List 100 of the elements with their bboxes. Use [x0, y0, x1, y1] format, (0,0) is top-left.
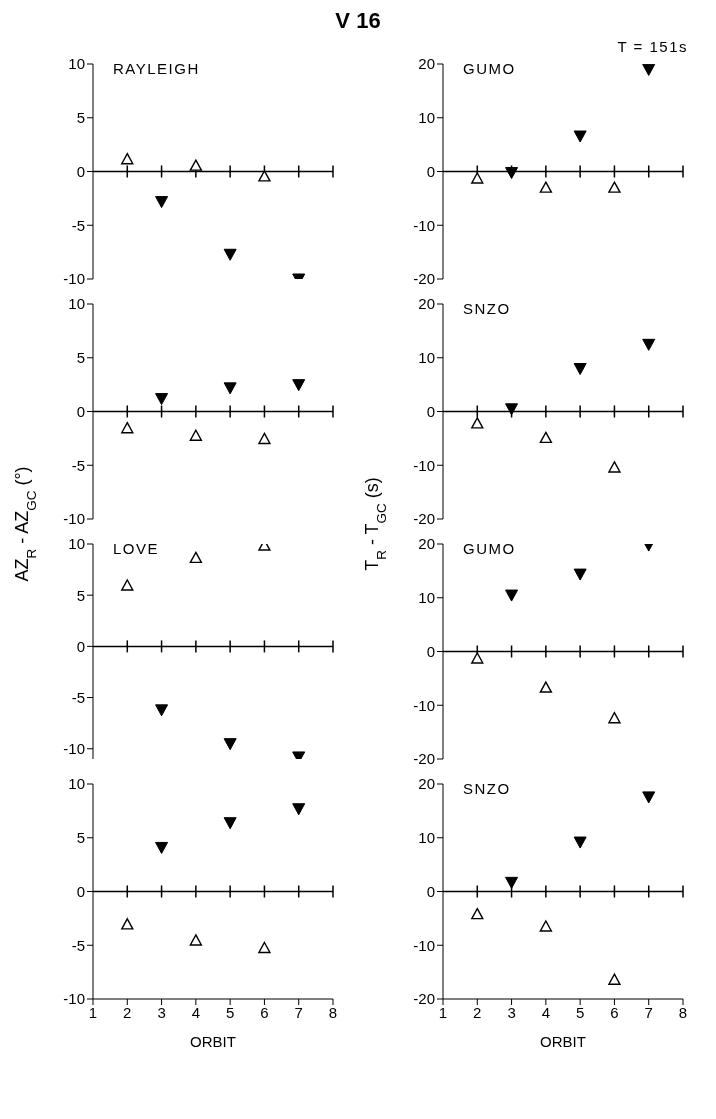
y-tick-label: -20 — [413, 750, 435, 768]
y-tick-label: -20 — [413, 510, 435, 528]
text: T = 151s — [617, 38, 688, 55]
point — [155, 841, 169, 854]
y-tick-label: 10 — [68, 295, 85, 313]
point — [642, 791, 656, 804]
x-tick-label: 1 — [438, 1003, 448, 1021]
y-tick-label: 10 — [418, 109, 435, 127]
point — [223, 817, 237, 830]
point — [608, 181, 621, 193]
x-tick-label: 8 — [678, 1003, 688, 1021]
y-tick-label: -5 — [71, 216, 85, 234]
annotation: LOVE — [113, 540, 160, 557]
y-tick-label: 20 — [418, 775, 435, 793]
annotation: RAYLEIGH — [113, 60, 200, 77]
point — [189, 159, 203, 171]
chart-title: V 16 — [335, 8, 381, 33]
y-tick-label: -10 — [413, 456, 435, 474]
x-tick-label: 4 — [541, 1003, 551, 1021]
x-tick-label: 2 — [123, 1003, 132, 1021]
point — [608, 461, 621, 473]
y-tick-label: 5 — [76, 109, 85, 127]
point — [258, 941, 271, 954]
y-tick-label: 0 — [426, 162, 435, 180]
y-tick-label: -10 — [413, 216, 435, 234]
x-tick-label: 5 — [575, 1003, 585, 1021]
x-tick-label: 3 — [157, 1003, 166, 1021]
x-tick-label: 1 — [88, 1003, 98, 1021]
y-tick-label: 10 — [418, 589, 435, 607]
point — [573, 130, 587, 143]
y-tick-label: 20 — [418, 55, 435, 73]
x-tick-label: 4 — [191, 1003, 201, 1021]
y-tick-label: -5 — [71, 456, 85, 474]
x-tick-label: 6 — [610, 1003, 619, 1021]
annotation: SNZO — [463, 300, 511, 317]
point — [539, 920, 553, 932]
x-tick-label: 2 — [473, 1003, 482, 1021]
annotation: GUMO — [463, 60, 516, 77]
y-tick-label: -20 — [413, 270, 435, 288]
y-tick-label: -10 — [63, 510, 85, 528]
point — [121, 918, 134, 930]
point — [539, 181, 553, 193]
y-tick-label: 10 — [68, 535, 85, 553]
x-tick-label: 7 — [644, 1003, 653, 1021]
point — [223, 738, 237, 751]
x-tick-label: 5 — [225, 1003, 235, 1021]
y-tick-label: 0 — [76, 882, 85, 900]
y-tick-label: 0 — [426, 642, 435, 660]
point — [573, 363, 587, 375]
point — [642, 64, 656, 76]
point — [155, 196, 169, 209]
point — [121, 152, 134, 165]
y-tick-label: 0 — [76, 402, 85, 420]
y-tick-label: 0 — [76, 637, 85, 655]
y-tick-label: 5 — [76, 829, 85, 847]
point — [608, 973, 621, 985]
y-tick-label: 0 — [76, 162, 85, 180]
y-tick-label: -10 — [63, 740, 85, 758]
x-axis-title: ORBIT — [190, 1033, 236, 1050]
point — [642, 338, 656, 351]
y-tick-label: -10 — [63, 270, 85, 288]
point — [223, 248, 237, 261]
y-tick-label: 20 — [418, 295, 435, 313]
point — [471, 172, 484, 184]
y-tick-label: 0 — [426, 402, 435, 420]
y-tick-label: 10 — [68, 775, 85, 793]
y-tick-label: -5 — [71, 936, 85, 954]
point — [155, 704, 169, 717]
annotation: GUMO — [463, 540, 516, 557]
point — [539, 431, 553, 444]
point — [189, 934, 203, 946]
point — [539, 681, 553, 693]
y-tick-label: 10 — [68, 55, 85, 73]
point — [608, 711, 621, 724]
x-tick-label: 7 — [294, 1003, 303, 1021]
y-tick-label: 20 — [418, 535, 435, 553]
point — [505, 589, 519, 602]
annotation: SNZO — [463, 780, 511, 797]
y-tick-label: 5 — [76, 586, 85, 604]
point — [258, 170, 271, 182]
y-tick-label: 0 — [426, 882, 435, 900]
point — [505, 876, 519, 889]
x-tick-label: 3 — [507, 1003, 516, 1021]
y-tick-label: 10 — [418, 829, 435, 847]
point — [573, 836, 587, 849]
y-tick-label: -20 — [413, 990, 435, 1008]
y-tick-label: -10 — [413, 936, 435, 954]
y-tick-label: 5 — [76, 349, 85, 367]
y-tick-label: 10 — [418, 349, 435, 367]
point — [573, 568, 587, 581]
y-tick-label: -10 — [63, 990, 85, 1008]
point — [189, 551, 203, 564]
x-axis-title: ORBIT — [540, 1033, 586, 1050]
point — [471, 652, 484, 664]
x-tick-label: 6 — [260, 1003, 269, 1021]
y-tick-label: -5 — [71, 688, 85, 706]
point — [121, 579, 134, 591]
y-tick-label: -10 — [413, 696, 435, 714]
point — [292, 803, 306, 816]
x-tick-label: 8 — [328, 1003, 338, 1021]
